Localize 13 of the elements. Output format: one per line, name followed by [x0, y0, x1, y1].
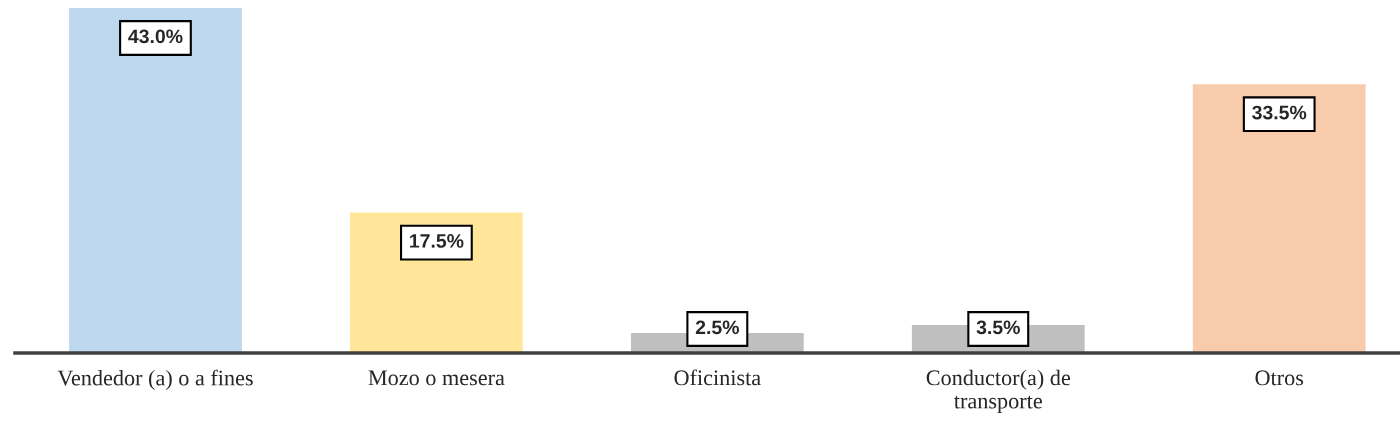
bar	[69, 8, 242, 353]
data-label: 3.5%	[976, 320, 1020, 335]
x-tick-label: Conductor(a) de transporte	[926, 369, 1070, 414]
x-tick-label: Mozo o mesera	[368, 370, 505, 386]
data-label: 17.5%	[410, 234, 464, 248]
data-label: 33.5%	[1252, 105, 1307, 120]
x-tick-label: Otros	[1255, 370, 1304, 386]
data-label: 2.5%	[695, 320, 739, 335]
x-tick-label: Vendedor (a) o a fines	[57, 369, 253, 391]
data-label: 43.0%	[128, 29, 183, 44]
bar	[350, 212, 523, 353]
x-tick-label: Oficinista	[674, 369, 761, 386]
bar	[1192, 84, 1366, 353]
